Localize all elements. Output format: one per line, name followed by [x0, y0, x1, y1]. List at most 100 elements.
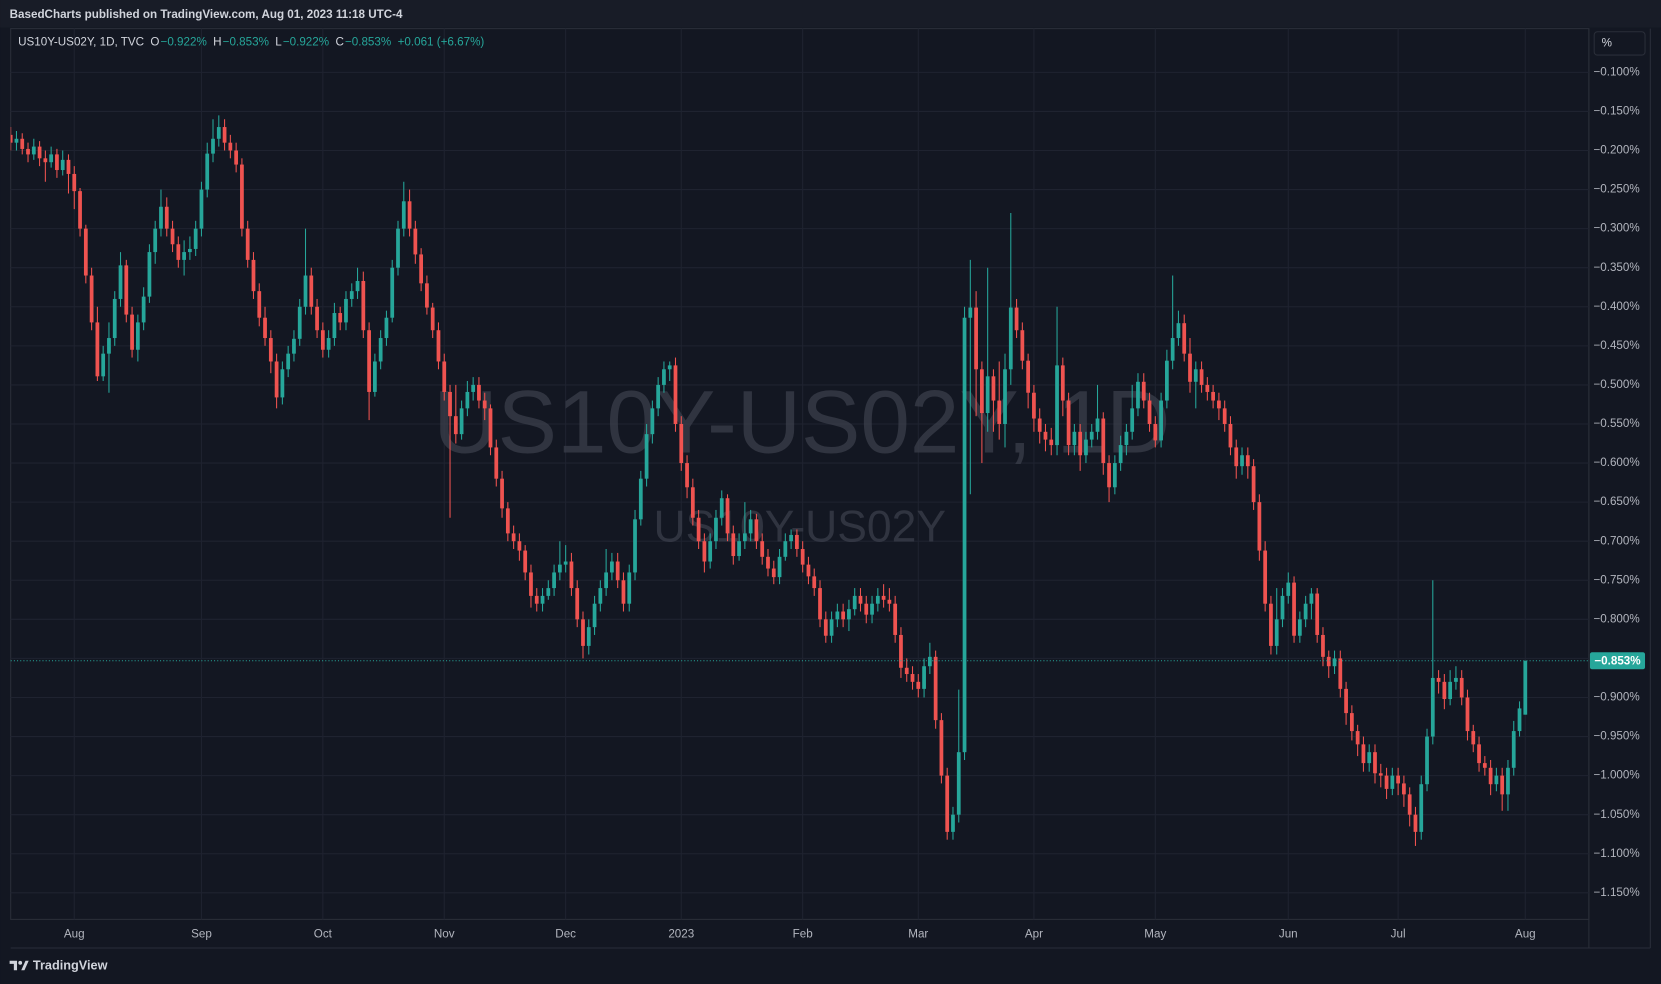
- candle-body: [1390, 775, 1395, 789]
- candle-body: [1482, 763, 1487, 768]
- y-tick-label: −0.250%: [1593, 183, 1639, 196]
- candle-body: [852, 595, 857, 610]
- candle-body: [933, 656, 938, 721]
- candle-body: [430, 307, 435, 331]
- candle-body: [1326, 656, 1331, 667]
- candle-body: [708, 541, 713, 562]
- candle-body: [222, 127, 227, 143]
- candle-body: [1367, 752, 1372, 764]
- candle-body: [141, 296, 146, 323]
- candle-body: [1153, 423, 1158, 441]
- candle-body: [1130, 408, 1135, 432]
- candle-body: [1222, 408, 1227, 424]
- candle-body: [286, 353, 291, 370]
- x-tick-label: Apr: [1025, 927, 1043, 940]
- candle-body: [1217, 400, 1221, 409]
- candle-body: [448, 391, 452, 417]
- candle-body: [904, 667, 909, 675]
- unit-button[interactable]: [1593, 31, 1646, 56]
- candle-body: [135, 322, 140, 350]
- candle-body: [1240, 455, 1244, 467]
- candle-body: [656, 384, 661, 409]
- candle-body: [598, 588, 603, 604]
- candle-body: [320, 330, 325, 350]
- candle-body: [500, 478, 504, 509]
- candle-body: [459, 408, 464, 435]
- candle-body: [650, 408, 655, 435]
- candle-body: [829, 619, 834, 636]
- candle-body: [182, 252, 186, 260]
- candle-body: [95, 322, 100, 377]
- candle-body: [188, 248, 192, 253]
- legend-change: +0.061 (+6.67%): [398, 35, 485, 48]
- candle-body: [43, 158, 48, 163]
- candle-body: [228, 142, 233, 151]
- candle-body: [627, 572, 632, 604]
- candle-body: [673, 365, 678, 424]
- candle-body: [130, 314, 134, 350]
- candle-body: [1211, 391, 1216, 401]
- candle-body: [193, 228, 198, 249]
- candle-body: [1407, 794, 1412, 815]
- x-tick-label: Jul: [1391, 927, 1406, 940]
- unit-button-label[interactable]: %: [1602, 37, 1612, 50]
- candle-body: [777, 556, 782, 578]
- candle-body: [881, 595, 886, 600]
- y-tick-label: −1.000%: [1593, 769, 1639, 782]
- candle-body: [1494, 775, 1499, 785]
- candle-body: [980, 369, 984, 414]
- candle-body: [956, 752, 961, 815]
- candle-body: [401, 201, 406, 229]
- candle-body: [893, 603, 898, 635]
- candle-body: [511, 533, 516, 542]
- candle-body: [870, 603, 874, 615]
- candle-body: [1523, 660, 1528, 715]
- candle-body: [31, 146, 36, 155]
- candle-body: [1078, 431, 1083, 456]
- candle-body: [1477, 744, 1481, 764]
- last-price-box: [1589, 652, 1646, 670]
- candle-body: [858, 595, 863, 604]
- candle-body: [1205, 384, 1210, 392]
- candle-body: [1274, 619, 1279, 646]
- y-tick-label: −0.450%: [1593, 339, 1639, 352]
- candle-body: [164, 206, 169, 229]
- candle-body: [1066, 400, 1071, 446]
- candle-body: [303, 275, 308, 307]
- candle-body: [1037, 418, 1042, 432]
- candle-body: [1448, 681, 1453, 700]
- legend-value: −0.922%: [283, 35, 329, 48]
- candle-body: [1459, 677, 1464, 698]
- candle-body: [638, 478, 643, 520]
- candle-body: [1349, 713, 1354, 732]
- last-price-label: −0.853%: [1594, 654, 1641, 667]
- candle-body: [1436, 677, 1441, 682]
- candle-body: [89, 275, 94, 323]
- candle-body: [1147, 400, 1152, 424]
- candle-body: [818, 588, 822, 620]
- candle-body: [569, 561, 574, 589]
- candle-body: [1026, 360, 1031, 393]
- watermark: US10Y-US02Y, 1D US10Y-US02Y: [433, 371, 1170, 551]
- y-tick-label: −0.950%: [1593, 730, 1639, 743]
- y-tick-label: −0.600%: [1593, 456, 1639, 469]
- candle-body: [875, 595, 880, 604]
- y-tick-label: −0.800%: [1593, 612, 1639, 625]
- x-tick-label: Dec: [555, 927, 576, 940]
- candle-body: [581, 619, 585, 646]
- y-tick-label: −0.550%: [1593, 417, 1639, 430]
- candle-body: [234, 150, 239, 165]
- candle-body: [425, 283, 429, 308]
- candle-body: [1269, 603, 1273, 646]
- candle-body: [789, 534, 793, 542]
- candle-body: [60, 159, 65, 171]
- y-tick-label: −0.350%: [1593, 261, 1639, 274]
- legend-key: O: [150, 35, 159, 48]
- x-tick-label: Nov: [434, 927, 455, 940]
- candle-body: [1488, 767, 1493, 785]
- candle-body: [83, 228, 88, 276]
- candle-body: [1471, 731, 1476, 745]
- candle-body: [1373, 752, 1377, 774]
